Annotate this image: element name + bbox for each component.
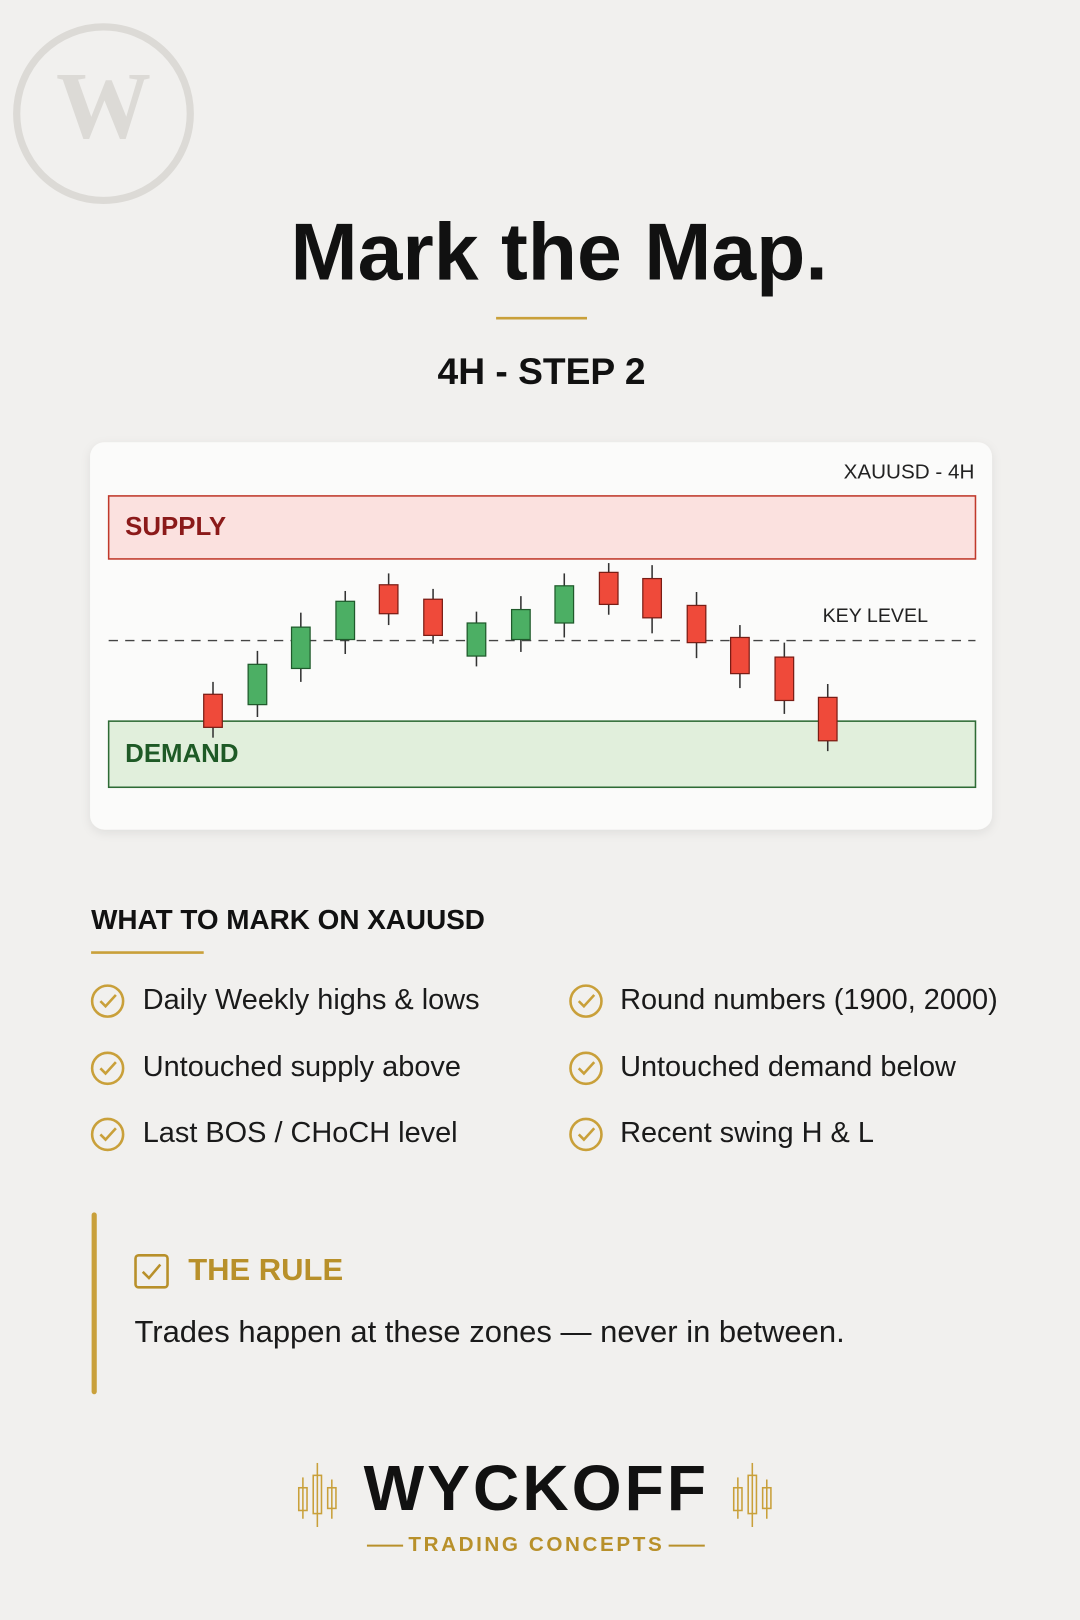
logo-ring [13,23,194,205]
check-item: Untouched demand below [620,1051,956,1083]
candle-body [378,584,399,615]
check-item: Recent swing H & L [620,1117,874,1149]
brand-name: WYCKOFF [364,1452,709,1524]
chart-label: XAUUSD - 4H [844,461,975,484]
brand-tagline: TRADING CONCEPTS [408,1533,664,1556]
key-level-label: KEY LEVEL [823,605,929,627]
check-item: Last BOS / CHoCH level [143,1117,458,1149]
check-mark [99,1061,117,1076]
candle-body [598,571,619,606]
demand-label: DEMAND [125,740,238,768]
checklist: Daily Weekly highs & lows Round numbers (… [90,984,998,1152]
check-icon [90,1051,125,1086]
check-icon [569,984,603,1018]
candle-body [247,663,268,706]
candle-body [686,604,707,644]
chart-card: XAUUSD - 4H SUPPLY KEY LEVEL DEMAND [90,442,993,830]
title: Mark the Map. [290,208,827,298]
candle-body [774,656,795,702]
supply-zone [107,495,977,560]
subtitle: 4H - STEP 2 [438,350,646,392]
candle-body [335,600,356,641]
brand-icon-body [747,1474,758,1515]
candle-body [290,626,311,670]
candle-body [203,693,223,728]
check-mark [577,1127,596,1142]
rule-title: THE RULE [188,1252,343,1287]
check-mark [577,1061,596,1076]
check-mark [99,994,117,1009]
rule-icon-check [141,1263,162,1280]
brand-icon-body [297,1486,308,1512]
candle-body [423,598,443,637]
brand-icon-body [326,1486,337,1510]
brand-icon-body [761,1486,772,1510]
candle-body [510,608,531,641]
rule-text: Trades happen at these zones — never in … [134,1314,844,1349]
check-item: Untouched supply above [143,1051,461,1083]
supply-label: SUPPLY [125,513,226,541]
check-item: Round numbers (1900, 2000) [620,984,998,1016]
logo-letter: W [56,53,151,159]
rule-icon [134,1254,169,1289]
check-mark [99,1127,117,1142]
candle-body [554,585,575,624]
brand-icons [297,1462,772,1528]
candle-body [729,636,750,675]
candle-body [642,577,663,619]
check-item: Daily Weekly highs & lows [143,984,480,1016]
checklist-title: WHAT TO MARK ON XAUUSD [91,904,485,935]
check-mark [577,994,596,1009]
demand-zone [107,720,977,789]
brand-icon-body [732,1486,743,1512]
check-icon [569,1051,603,1086]
check-icon [90,1117,125,1152]
candle-body [466,622,487,657]
candle-body [817,696,838,742]
brand-icon-body [312,1474,323,1515]
check-icon [90,984,125,1018]
candles [203,563,838,752]
check-icon [569,1117,603,1152]
